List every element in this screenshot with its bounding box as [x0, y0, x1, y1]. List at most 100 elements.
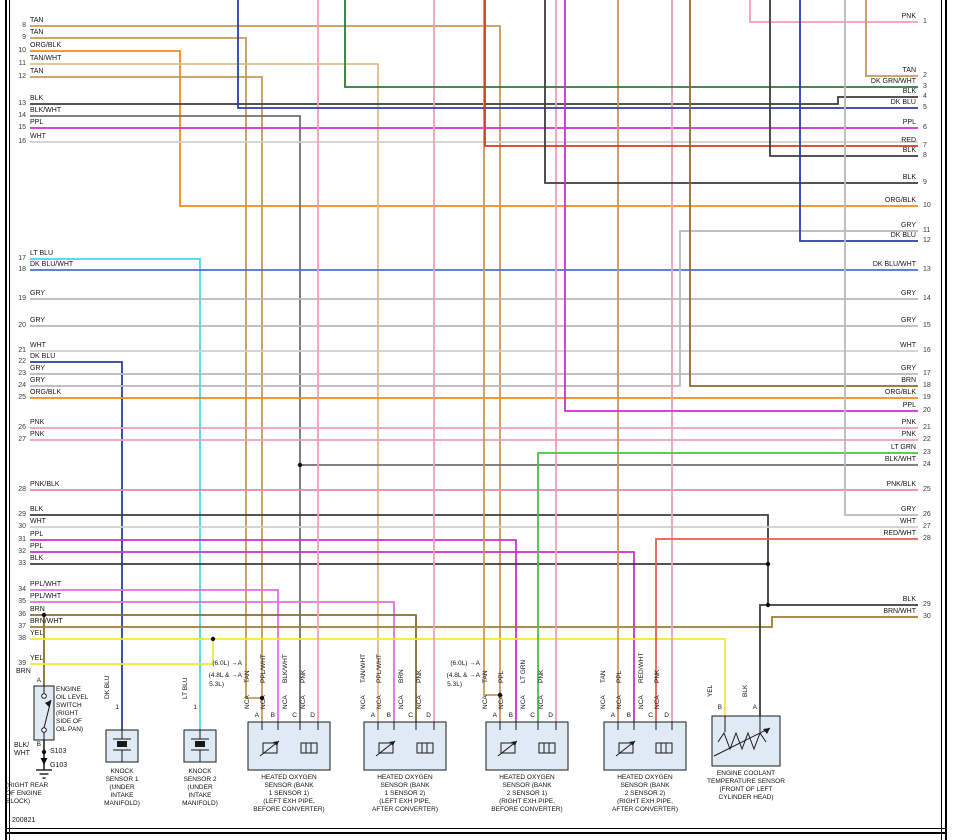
pin-letter: 1: [115, 704, 119, 711]
o2-heater-icon: [416, 742, 434, 754]
vertical-wire-label: PPL: [498, 670, 505, 683]
right-pin-label: RED/WHT: [883, 530, 916, 537]
caption-line: HEATED OXYGEN: [617, 774, 673, 781]
right-pin-label: PNK: [901, 431, 916, 438]
left-pin-label: BLK: [30, 506, 44, 513]
caption-line: HEATED OXYGEN: [261, 774, 317, 781]
left-pin-number: 25: [18, 394, 26, 401]
vertical-wire-label: PNK: [538, 669, 545, 683]
pin-letter: C: [530, 712, 535, 719]
pin-letter: D: [426, 712, 431, 719]
pin-letter: C: [408, 712, 413, 719]
right-pin-label: LT GRN: [890, 444, 916, 451]
left-pin-number: 36: [18, 611, 26, 618]
caption-line: TEMPERATURE SENSOR: [707, 778, 785, 785]
border-left-inner: [9, 0, 10, 840]
left-pin-number: 21: [18, 347, 26, 354]
pin-letter: A: [370, 712, 375, 719]
caption-line: CYLINDER HEAD): [718, 794, 774, 801]
wire-gry: [30, 230, 918, 387]
wire-red: [484, 0, 918, 147]
right-pin-number: 29: [923, 601, 931, 608]
caption-line: BLOCK): [6, 798, 31, 805]
border-right-outer: [945, 0, 947, 840]
left-pin-number: 15: [18, 124, 26, 131]
pin-letter: A: [254, 712, 259, 719]
vertical-wire-label: NCA: [654, 695, 661, 709]
right-pin-number: 3: [923, 83, 927, 90]
wire-dk-blu: [237, 0, 918, 109]
diagram-id: 200821: [12, 817, 36, 824]
left-pin-number: 33: [18, 560, 26, 567]
right-pin-number: 21: [923, 424, 931, 431]
right-pin-label: BRN: [901, 377, 916, 384]
vertical-wire-label: NCA: [638, 695, 645, 709]
left-pin-label: PPL: [30, 543, 44, 550]
right-pin-label: BLK: [902, 174, 916, 181]
right-pin-number: 13: [923, 266, 931, 273]
left-pin-label: DK BLU/WHT: [30, 261, 74, 268]
right-pin-label: BLK/WHT: [884, 456, 916, 463]
right-pin-number: 11: [923, 227, 931, 234]
component-caption: ENGINE COOLANT TEMPERATURE SENSOR (FRONT O…: [686, 770, 806, 802]
vertical-wire-label: BLK/WHT: [282, 654, 289, 683]
text-label: S103: [50, 748, 67, 755]
right-pin-number: 19: [923, 394, 931, 401]
o2-element-icon: [500, 742, 516, 754]
wire-brn: [30, 614, 417, 722]
left-pin-number: 38: [18, 635, 26, 642]
switch-symbol: [43, 699, 52, 729]
wire-ppl-wht: [30, 601, 395, 722]
left-pin-number: 23: [18, 370, 26, 377]
left-pin-label: BRN/WHT: [30, 618, 63, 625]
right-pin-label: GRY: [900, 290, 916, 297]
o2-element-icon: [389, 741, 395, 746]
right-pin-number: 27: [923, 523, 931, 530]
o2-element-icon: [511, 741, 517, 746]
left-pin-number: 20: [18, 322, 26, 329]
vertical-wire-label: RED/WHT: [638, 652, 645, 683]
caption-line: ENGINE: [56, 686, 81, 693]
left-pin-label: PPL: [30, 531, 44, 538]
component-caption: HEATED OXYGEN SENSOR (BANK 2 SENSOR 1) (RIG…: [467, 774, 587, 814]
caption-line: ENGINE COOLANT: [716, 770, 776, 777]
left-pin-label: GRY: [30, 365, 46, 372]
o2-heater-icon: [655, 742, 673, 754]
pin-letter: B: [386, 712, 391, 719]
pin-letter: B: [508, 712, 513, 719]
left-pin-number: 27: [18, 436, 26, 443]
right-pin-label: BLK: [902, 596, 916, 603]
splice-dot: [41, 749, 47, 755]
right-pin-number: 28: [923, 535, 931, 542]
wire-blk: [30, 514, 769, 605]
vertical-wire-label: NCA: [376, 695, 383, 709]
right-pin-label: PNK/BLK: [886, 481, 916, 488]
vertical-wire-label: NCA: [600, 695, 607, 709]
caption-line: (RIGHT EXH PIPE,: [617, 798, 673, 805]
thermistor-icon: [763, 728, 770, 734]
right-pin-number: 15: [923, 322, 931, 329]
left-pin-label: PPL/WHT: [30, 581, 62, 588]
knock-symbol: [117, 741, 127, 747]
wire-dk-blu: [799, 0, 918, 242]
wire-brn: [689, 0, 918, 387]
vertical-wire-label: TAN: [482, 670, 489, 683]
switch-symbol: [41, 693, 47, 699]
left-pin-number: 22: [18, 358, 26, 365]
caption-line: BEFORE CONVERTER): [253, 806, 325, 813]
right-pin-label: GRY: [900, 506, 916, 513]
left-pin-number: 28: [18, 486, 26, 493]
left-pin-number: 8: [22, 22, 26, 29]
right-pin-number: 25: [923, 486, 931, 493]
left-pin-label: TAN: [30, 17, 44, 24]
right-pin-number: 17: [923, 370, 931, 377]
right-pin-label: DK GRN/WHT: [870, 78, 916, 85]
border-left-outer: [5, 0, 7, 840]
vertical-wire-label: NCA: [398, 695, 405, 709]
left-pin-number: 18: [18, 266, 26, 273]
caption-line: SENSOR 2: [183, 776, 217, 783]
left-pin-number: 32: [18, 548, 26, 555]
junction-dot: [765, 602, 771, 608]
caption-line: (RIGHT EXH PIPE,: [499, 798, 555, 805]
